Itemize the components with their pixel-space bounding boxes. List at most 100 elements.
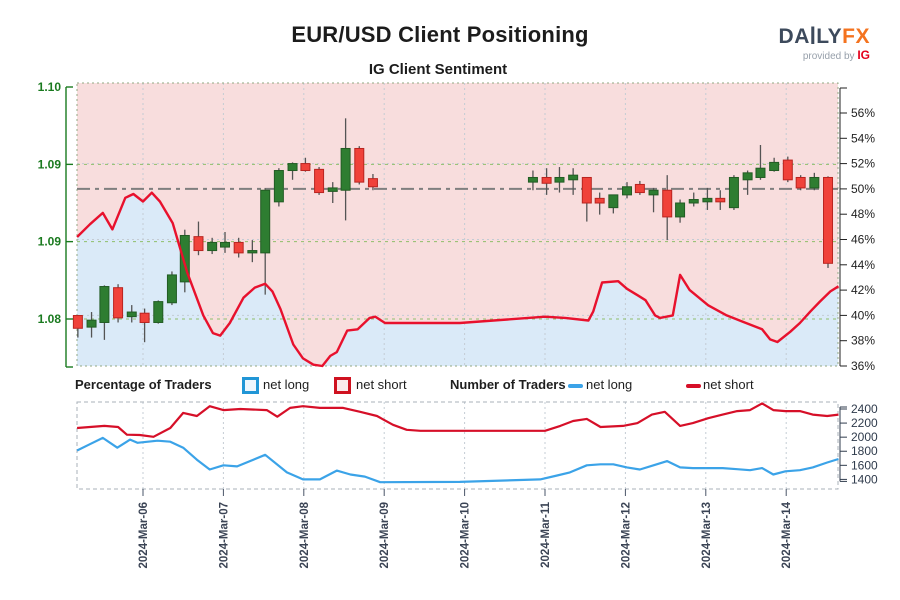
bearish-candle <box>139 312 150 323</box>
bullish-candle <box>153 301 164 323</box>
axis-tick-label: 2024-Mar-10 <box>460 502 472 568</box>
provided-by-text: provided by <box>802 51 855 63</box>
bullish-candle <box>126 311 137 318</box>
legend-pct-net-short-label: net short <box>356 377 407 392</box>
legend-num-net-long-label: net long <box>586 377 633 392</box>
bullish-candle <box>86 319 97 328</box>
bearish-candle <box>541 176 552 184</box>
bullish-candle <box>675 202 686 218</box>
bearish-candle <box>367 178 378 188</box>
count-chart-border <box>76 401 839 490</box>
legend-number-of-traders-label: Number of Traders <box>450 377 566 392</box>
bullish-candle <box>247 250 258 254</box>
axis-tick-label: 1400 <box>851 472 878 486</box>
ig-logo: IG <box>857 48 870 63</box>
axis-tick-label: 48% <box>851 207 875 221</box>
bearish-candle <box>300 163 311 172</box>
bullish-candle <box>273 170 284 203</box>
bearish-candle <box>314 168 325 194</box>
axis-tick-label: 50% <box>851 182 875 196</box>
axis-tick-label: 2024-Mar-13 <box>701 502 713 568</box>
legend-percentage-of-traders-label: Percentage of Traders <box>75 377 212 392</box>
bullish-candle <box>179 234 190 283</box>
axis-tick-label: 1600 <box>851 458 878 472</box>
bullish-candle <box>568 174 579 181</box>
bearish-candle <box>795 176 806 189</box>
bearish-candle <box>662 189 673 218</box>
logo-text-da: DA <box>778 25 810 48</box>
net-long-line-icon <box>568 384 583 388</box>
dailyfx-logo: DAILYFX provided by IG <box>778 22 870 63</box>
net-short-percentage-line <box>76 191 840 368</box>
net-long-count-line <box>76 436 839 484</box>
bullish-candle <box>340 147 351 191</box>
axis-tick-label: 1.09 <box>38 235 62 249</box>
chart-subtitle: IG Client Sentiment <box>368 61 508 78</box>
bearish-candle <box>594 197 605 204</box>
bearish-candle <box>782 159 793 181</box>
bullish-candle <box>554 176 565 183</box>
bullish-candle <box>728 176 739 209</box>
axis-tick-label: 1800 <box>851 444 878 458</box>
bullish-candle <box>207 241 218 252</box>
bearish-candle <box>634 183 645 194</box>
net-short-fill-region <box>77 83 839 366</box>
bullish-candle <box>755 167 766 178</box>
axis-tick-label: 2000 <box>851 430 878 444</box>
axis-tick-label: 42% <box>851 283 875 297</box>
bullish-candle <box>809 176 820 189</box>
bullish-candle <box>220 241 231 248</box>
bullish-candle <box>260 189 271 254</box>
axis-tick-label: 1.09 <box>38 157 62 171</box>
bearish-candle <box>823 176 834 264</box>
provided-by-line: provided by IG <box>779 48 870 63</box>
bearish-candle <box>581 176 592 204</box>
axis-tick-label: 40% <box>851 308 875 322</box>
axis-tick-label: 2024-Mar-14 <box>781 501 793 568</box>
net-long-fill-region <box>77 192 839 366</box>
net-short-count-line <box>77 402 839 438</box>
price-chart-border <box>76 82 839 367</box>
axis-tick-label: 2024-Mar-11 <box>540 501 552 567</box>
axis-tick-label: 2400 <box>851 402 878 416</box>
bullish-candle <box>742 172 753 181</box>
axis-tick-label: 1.10 <box>38 80 62 94</box>
net-short-square-icon <box>334 377 351 394</box>
axis-tick-label: 44% <box>851 258 875 272</box>
bearish-candle <box>193 236 204 252</box>
bullish-candle <box>287 163 298 172</box>
legend-num-net-short-label: net short <box>703 377 754 392</box>
bullish-candle <box>769 161 780 172</box>
axis-tick-label: 46% <box>851 233 875 247</box>
page-title: EUR/USD Client Positioning <box>291 22 589 47</box>
bearish-candle <box>113 287 124 319</box>
bullish-candle <box>166 274 177 304</box>
axis-tick-label: 54% <box>851 131 875 145</box>
legend-pct-net-long-label: net long <box>263 377 310 392</box>
bullish-candle <box>99 286 110 323</box>
axis-tick-label: 56% <box>851 106 875 120</box>
axis-tick-label: 52% <box>851 157 875 171</box>
dailyfx-wordmark: DAILYFX <box>778 22 870 51</box>
axis-tick-label: 2024-Mar-09 <box>379 502 391 568</box>
bullish-candle <box>648 189 659 196</box>
logo-text-fx: FX <box>842 25 870 48</box>
bullish-candle <box>702 197 713 203</box>
logo-text-ly: LY <box>816 25 843 48</box>
logo-text-i: I <box>809 22 817 51</box>
bearish-candle <box>715 197 726 203</box>
net-short-line-icon <box>686 384 701 388</box>
net-long-square-icon <box>242 377 259 394</box>
axis-tick-label: 2024-Mar-12 <box>620 502 632 568</box>
bearish-candle <box>354 147 365 183</box>
bearish-candle <box>72 315 83 329</box>
axis-tick-label: 2200 <box>851 416 878 430</box>
axis-tick-label: 38% <box>851 334 875 348</box>
bullish-candle <box>527 176 538 183</box>
axis-tick-label: 2024-Mar-06 <box>138 502 150 568</box>
bearish-candle <box>233 241 244 254</box>
bullish-candle <box>327 187 338 192</box>
axis-tick-label: 2024-Mar-07 <box>218 502 230 568</box>
